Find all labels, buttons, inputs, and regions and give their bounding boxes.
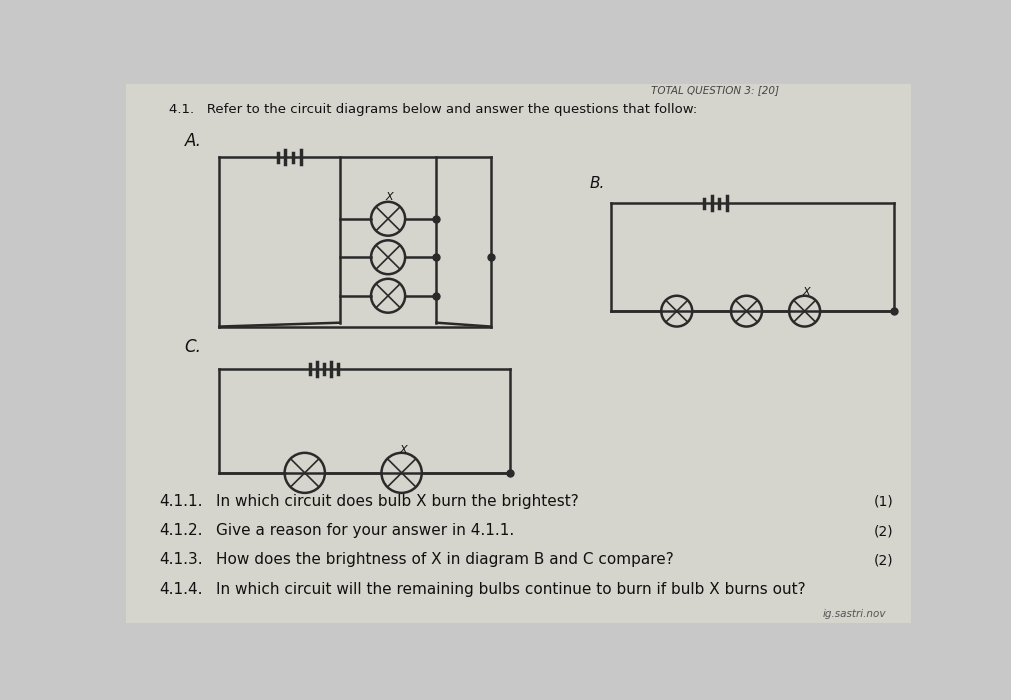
Text: A.: A. — [184, 132, 201, 150]
Text: (2): (2) — [874, 524, 893, 538]
Text: 4.1.4.: 4.1.4. — [159, 582, 202, 596]
Text: 4.1.2.: 4.1.2. — [159, 523, 202, 538]
Text: C.: C. — [184, 338, 201, 356]
Text: TOTAL QUESTION 3: [20]: TOTAL QUESTION 3: [20] — [651, 85, 778, 95]
Text: B.: B. — [589, 176, 605, 191]
Text: (1): (1) — [874, 495, 893, 509]
Text: ig.sastri.nov: ig.sastri.nov — [822, 609, 885, 619]
Text: 4.1.3.: 4.1.3. — [159, 552, 202, 568]
Text: 4.1.   Refer to the circuit diagrams below and answer the questions that follow:: 4.1. Refer to the circuit diagrams below… — [169, 104, 697, 116]
Text: X: X — [399, 444, 406, 455]
Text: In which circuit will the remaining bulbs continue to burn if bulb X burns out?: In which circuit will the remaining bulb… — [215, 582, 805, 596]
Text: X: X — [802, 287, 809, 297]
Text: (2): (2) — [874, 554, 893, 568]
Text: How does the brightness of X in diagram B and C compare?: How does the brightness of X in diagram … — [215, 552, 672, 568]
Text: 4.1.1.: 4.1.1. — [159, 494, 202, 509]
Text: In which circuit does bulb X burn the brightest?: In which circuit does bulb X burn the br… — [215, 494, 578, 509]
FancyBboxPatch shape — [126, 84, 910, 623]
Text: X: X — [385, 193, 393, 202]
Text: Give a reason for your answer in 4.1.1.: Give a reason for your answer in 4.1.1. — [215, 523, 514, 538]
